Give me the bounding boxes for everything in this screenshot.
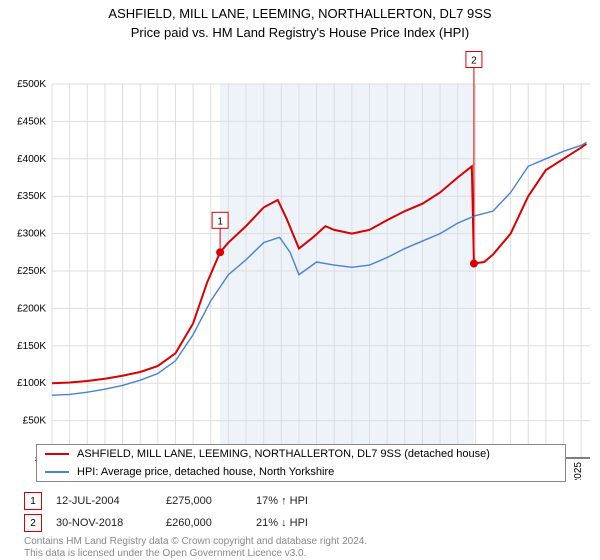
chart-subtitle: Price paid vs. HM Land Registry's House …: [0, 25, 600, 40]
sale-row: 1 12-JUL-2004 £275,000 17% ↑ HPI: [24, 492, 356, 510]
svg-text:£300K: £300K: [17, 228, 46, 239]
legend-swatch-0: [45, 453, 69, 455]
sale-price: £260,000: [166, 517, 256, 529]
svg-text:£450K: £450K: [17, 116, 46, 127]
sale-delta: 17% ↑ HPI: [256, 495, 356, 507]
svg-text:£100K: £100K: [17, 378, 46, 389]
footer-line-1: Contains HM Land Registry data © Crown c…: [24, 536, 367, 547]
svg-text:£400K: £400K: [17, 154, 46, 165]
svg-text:£50K: £50K: [23, 415, 47, 426]
footer-line-2: This data is licensed under the Open Gov…: [24, 548, 306, 559]
sale-marker: 1: [24, 492, 42, 510]
sale-price: £275,000: [166, 495, 256, 507]
svg-text:£200K: £200K: [17, 303, 46, 314]
svg-text:2: 2: [471, 55, 477, 66]
legend-label: ASHFIELD, MILL LANE, LEEMING, NORTHALLER…: [77, 448, 490, 460]
svg-text:£150K: £150K: [17, 341, 46, 352]
legend-row: ASHFIELD, MILL LANE, LEEMING, NORTHALLER…: [37, 445, 565, 463]
price-chart: £0£50K£100K£150K£200K£250K£300K£350K£400…: [0, 40, 600, 480]
svg-text:£250K: £250K: [17, 266, 46, 277]
legend-row: HPI: Average price, detached house, Nort…: [37, 463, 565, 481]
sale-marker: 2: [24, 514, 42, 532]
legend: ASHFIELD, MILL LANE, LEEMING, NORTHALLER…: [36, 444, 566, 482]
sale-date: 12-JUL-2004: [56, 495, 166, 507]
svg-text:2025: 2025: [573, 461, 584, 479]
chart-title: ASHFIELD, MILL LANE, LEEMING, NORTHALLER…: [0, 0, 600, 23]
svg-text:1: 1: [217, 216, 223, 227]
sale-row: 2 30-NOV-2018 £260,000 21% ↓ HPI: [24, 514, 356, 532]
sale-delta: 21% ↓ HPI: [256, 517, 356, 529]
legend-swatch-1: [45, 471, 69, 473]
svg-text:£350K: £350K: [17, 191, 46, 202]
svg-text:£500K: £500K: [17, 79, 46, 90]
sale-date: 30-NOV-2018: [56, 517, 166, 529]
legend-label: HPI: Average price, detached house, Nort…: [77, 466, 334, 478]
